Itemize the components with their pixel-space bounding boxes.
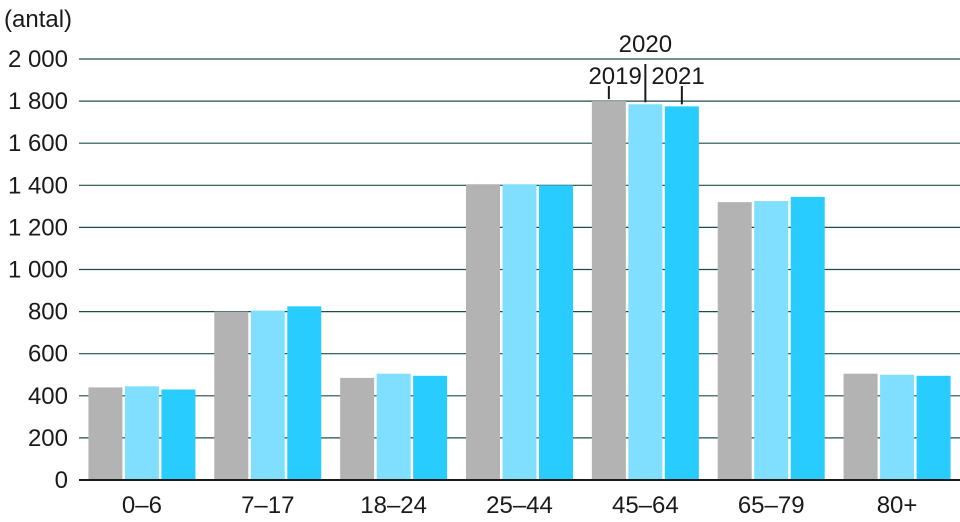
bar: [124, 386, 159, 480]
bar: [376, 373, 411, 480]
y-tick-label: 1 200: [8, 214, 68, 241]
y-tick-label: 1 600: [8, 130, 68, 157]
bar: [664, 106, 699, 481]
category-labels: 0–6 7–17 18–24 25–44 45–64 65–79 80+: [122, 492, 918, 519]
y-tick-label: 400: [28, 383, 68, 410]
bar: [214, 311, 249, 480]
y-tick-label: 1 000: [8, 257, 68, 284]
y-tick-labels: 0 200 400 600 800 1 000 1 200 1 400 1 600 1 800 2 …: [8, 46, 68, 494]
bar: [880, 374, 915, 480]
bar: [628, 104, 663, 480]
bar: [790, 196, 825, 480]
category-label: 45–64: [612, 492, 679, 519]
y-tick-label: 1 400: [8, 172, 68, 199]
category-label: 7–17: [241, 492, 294, 519]
y-tick-label: 1 800: [8, 88, 68, 115]
y-tick-label: 800: [28, 299, 68, 326]
category-label: 0–6: [122, 492, 162, 519]
category-label: 25–44: [486, 492, 553, 519]
bar: [591, 101, 626, 480]
bar: [287, 306, 322, 480]
legend-label: 2020: [619, 31, 672, 58]
y-tick-label: 0: [55, 467, 68, 494]
legend-label: 2019: [588, 63, 641, 90]
bar: [88, 387, 123, 480]
bar: [502, 184, 537, 480]
category-label: 80+: [877, 492, 918, 519]
bar: [754, 201, 789, 480]
category-label: 65–79: [738, 492, 805, 519]
bars: [88, 101, 951, 481]
bar: [539, 185, 573, 481]
legend-annotation: 2019 2020 2021: [588, 31, 705, 105]
category-label: 18–24: [360, 492, 427, 519]
bar: [717, 202, 752, 480]
bar: [250, 310, 285, 480]
y-tick-label: 2 000: [8, 46, 68, 73]
y-tick-label: 200: [28, 425, 68, 452]
bar: [413, 375, 448, 480]
legend-label: 2021: [651, 63, 704, 90]
bar: [916, 375, 951, 480]
bar: [466, 184, 500, 480]
y-tick-label: 600: [28, 341, 68, 368]
bar: [340, 377, 375, 480]
bar: [161, 389, 196, 480]
y-axis-unit-label: (antal): [4, 6, 72, 33]
bar: [843, 373, 878, 480]
